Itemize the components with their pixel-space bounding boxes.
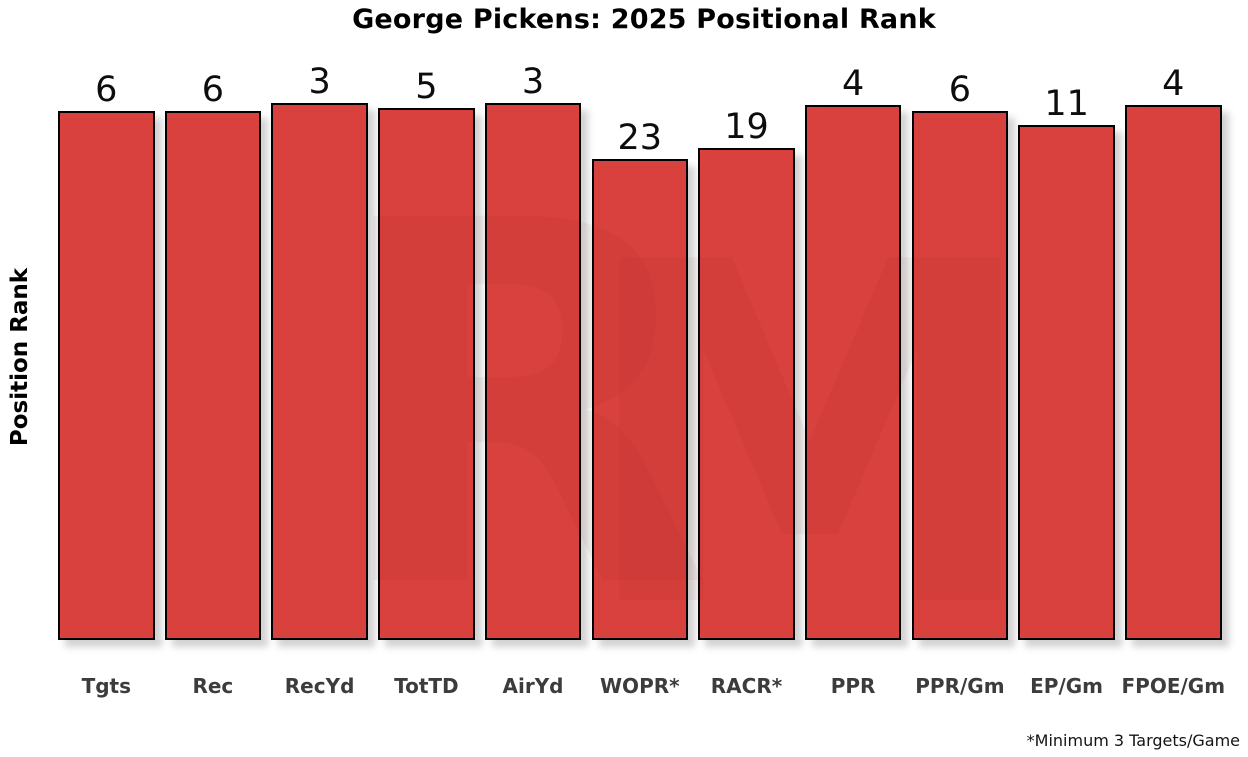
bar-Tgts: [58, 111, 155, 640]
bar-value-label: 3: [308, 61, 331, 102]
x-tick-label: PPR/Gm: [915, 674, 1005, 698]
bar-PPR/Gm: [911, 111, 1009, 640]
bar-WOPR*: [591, 158, 688, 640]
footnote: *Minimum 3 Targets/Game: [1026, 731, 1240, 750]
bar-value-label: 6: [201, 70, 225, 110]
x-tick-label: EP/Gm: [1030, 674, 1104, 698]
chart-title: George Pickens: 2025 Positional Rank: [352, 4, 936, 35]
bar-Rec: [164, 111, 262, 640]
bar-RecYd: [271, 102, 368, 640]
x-tick-label: WOPR*: [600, 674, 680, 698]
bar-value-label: 5: [415, 67, 438, 108]
bar-value-label: 23: [617, 117, 663, 158]
x-tick-label: PPR: [830, 674, 876, 698]
bar-AirYd: [484, 102, 582, 640]
bar-PPR: [804, 105, 902, 640]
x-tick-label: Tgts: [81, 674, 132, 698]
bar-FPOE/Gm: [1125, 105, 1222, 640]
bar-value-label: 19: [724, 106, 769, 147]
x-tick-label: RecYd: [284, 674, 355, 698]
x-tick-label: AirYd: [502, 674, 564, 698]
x-tick-label: RACR*: [710, 674, 783, 698]
bar-value-label: 4: [841, 64, 865, 105]
x-tick-label: Rec: [192, 674, 234, 698]
x-tick-label: FPOE/Gm: [1121, 674, 1226, 698]
bar-value-label: 6: [95, 70, 118, 110]
bar-value-label: 3: [521, 61, 545, 102]
bar-value-label: 11: [1044, 84, 1089, 124]
bar-EP/Gm: [1018, 125, 1115, 640]
x-tick-label: TotTD: [394, 674, 459, 698]
bar-RACR*: [698, 147, 795, 640]
bar-TotTD: [378, 108, 475, 640]
bar-value-label: 6: [948, 70, 972, 110]
bar-value-label: 4: [1162, 64, 1185, 105]
